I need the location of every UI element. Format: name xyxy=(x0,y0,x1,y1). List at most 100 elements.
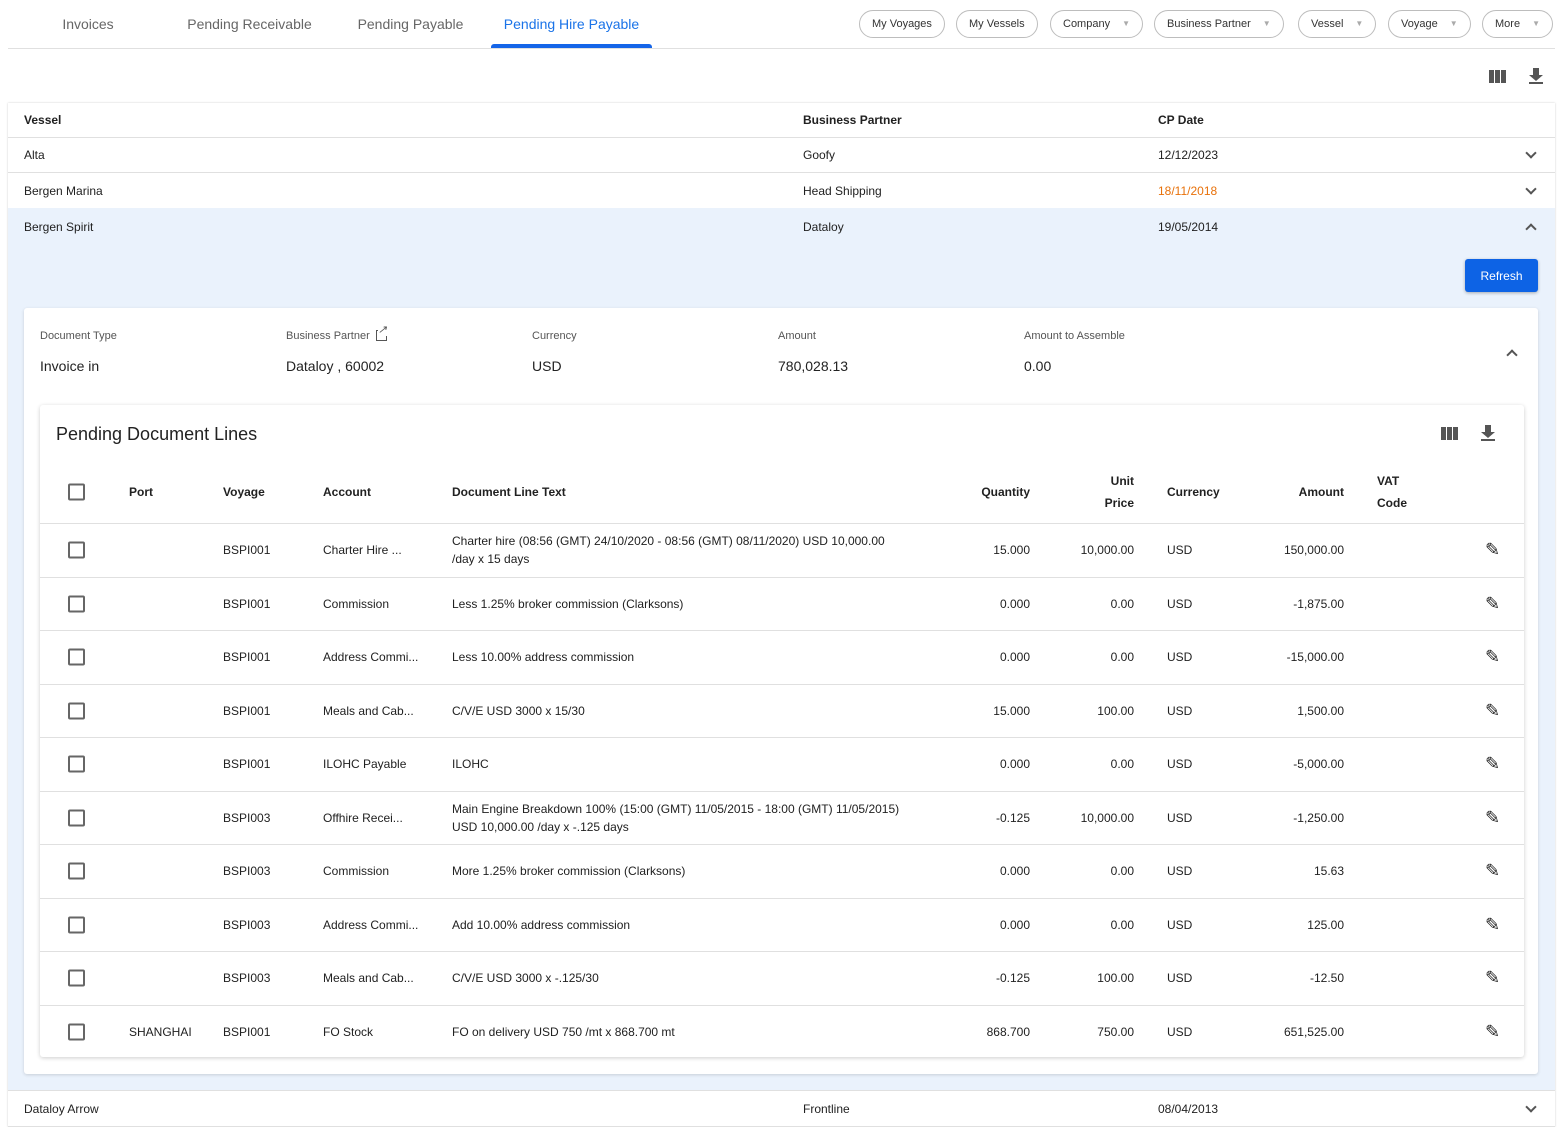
text-line: C/V/E USD 3000 x 15/30 xyxy=(452,703,585,718)
row-checkbox[interactable] xyxy=(68,595,85,613)
header-text: Price xyxy=(1104,495,1134,510)
currency-cell: USD xyxy=(1167,864,1193,879)
document-line-text-cell: Add 10.00% address commission xyxy=(452,916,630,934)
section-title: Pending Document Lines xyxy=(56,424,258,444)
filter-my-vessels[interactable]: My Vessels xyxy=(956,10,1038,38)
tab-pending-hire-payable[interactable]: Pending Hire Payable xyxy=(491,0,652,48)
refresh-button[interactable]: Refresh xyxy=(1465,259,1538,292)
chevron-down-icon[interactable] xyxy=(1525,1100,1537,1113)
edit-pencil-icon[interactable]: ✎ xyxy=(1485,700,1501,721)
tab-invoices[interactable]: Invoices xyxy=(62,16,114,32)
row-checkbox[interactable] xyxy=(68,916,85,934)
quantity-cell: 868.700 xyxy=(986,1025,1030,1040)
select-all-checkbox[interactable] xyxy=(68,483,85,500)
value: 0.00 xyxy=(1024,358,1052,374)
currency-field: Currency USD xyxy=(532,330,577,374)
cp-date-cell: 12/12/2023 xyxy=(1158,148,1219,162)
label: Amount xyxy=(778,330,816,342)
document-line-text-cell: FO on delivery USD 750 /mt x 868.700 mt xyxy=(452,1023,675,1041)
chip-label: My Vessels xyxy=(969,18,1025,30)
account-cell: Address Commi... xyxy=(323,650,419,665)
line-row[interactable]: BSPI003 Offhire Recei... Main Engine Break… xyxy=(40,792,1524,845)
columns-icon[interactable] xyxy=(1441,427,1458,440)
line-row[interactable]: BSPI003 Commission More 1.25% broker commi… xyxy=(40,845,1524,899)
currency-cell: USD xyxy=(1167,543,1193,558)
external-link-icon[interactable] xyxy=(375,325,387,341)
partner-cell: Goofy xyxy=(803,148,836,162)
lines-header: Port Voyage Account Document Line Text Q… xyxy=(40,460,1524,524)
line-row[interactable]: BSPI001 Meals and Cab... C/V/E USD 3000 x … xyxy=(40,685,1524,738)
amount-cell: -1,250.00 xyxy=(1293,810,1344,825)
columns-icon[interactable] xyxy=(1489,70,1506,83)
line-row[interactable]: BSPI001 Charter Hire ... Charter hire (08:… xyxy=(40,524,1524,578)
document-card: Document Type Invoice in Business Partner… xyxy=(24,308,1538,1074)
chevron-up-icon[interactable] xyxy=(1525,222,1537,235)
header-text: Unit xyxy=(1110,473,1134,488)
text-line: FO on delivery USD 750 /mt x 868.700 mt xyxy=(452,1025,675,1040)
row-checkbox[interactable] xyxy=(68,1023,85,1041)
row-checkbox[interactable] xyxy=(68,809,85,827)
table-row-expanded[interactable]: Bergen Spirit Dataloy 19/05/2014 xyxy=(8,209,1555,244)
voyage-cell: BSPI003 xyxy=(223,917,271,932)
table-row[interactable]: Bergen Marina Head Shipping 18/11/2018 xyxy=(8,173,1555,209)
line-row[interactable]: BSPI001 Address Commi... Less 10.00% addre… xyxy=(40,631,1524,685)
table-row[interactable]: Alta Goofy 12/12/2023 xyxy=(8,138,1555,173)
line-row[interactable]: BSPI001 Commission Less 1.25% broker commi… xyxy=(40,578,1524,631)
voyage-cell: BSPI001 xyxy=(223,543,271,558)
header-port: Port xyxy=(129,484,153,499)
chevron-down-icon[interactable] xyxy=(1525,182,1537,195)
filter-voyage[interactable]: Voyage ▼ xyxy=(1388,10,1471,38)
unit-price-cell: 0.00 xyxy=(1110,864,1134,879)
edit-pencil-icon[interactable]: ✎ xyxy=(1485,646,1501,667)
line-row[interactable]: BSPI003 Address Commi... Add 10.00% addres… xyxy=(40,899,1524,952)
row-checkbox[interactable] xyxy=(68,702,85,720)
header-quantity: Quantity xyxy=(981,484,1030,499)
amount-to-assemble-field: Amount to Assemble 0.00 xyxy=(1024,330,1125,374)
account-cell: Offhire Recei... xyxy=(323,810,403,825)
quantity-cell: 0.000 xyxy=(999,757,1030,772)
edit-pencil-icon[interactable]: ✎ xyxy=(1485,967,1501,988)
currency-cell: USD xyxy=(1167,703,1193,718)
amount-cell: -5,000.00 xyxy=(1293,757,1344,772)
edit-pencil-icon[interactable]: ✎ xyxy=(1485,539,1501,560)
download-icon[interactable] xyxy=(1481,425,1495,441)
account-cell: FO Stock xyxy=(323,1025,374,1040)
voyage-cell: BSPI001 xyxy=(223,1025,271,1040)
row-checkbox[interactable] xyxy=(68,648,85,666)
account-cell: Meals and Cab... xyxy=(323,703,414,718)
quantity-cell: -0.125 xyxy=(995,810,1030,825)
amount-field: Amount 780,028.13 xyxy=(778,330,848,374)
chevron-up-icon[interactable] xyxy=(1506,349,1518,361)
edit-pencil-icon[interactable]: ✎ xyxy=(1485,1021,1501,1042)
edit-pencil-icon[interactable]: ✎ xyxy=(1485,914,1501,935)
row-checkbox[interactable] xyxy=(68,969,85,987)
document-line-text-cell: Main Engine Breakdown 100% (15:00 (GMT) … xyxy=(452,800,899,836)
chip-label: Business Partner xyxy=(1167,18,1251,30)
chevron-down-icon[interactable] xyxy=(1525,147,1537,159)
filter-company[interactable]: Company ▼ xyxy=(1050,10,1143,38)
document-line-text-cell: Less 10.00% address commission xyxy=(452,648,634,666)
edit-pencil-icon[interactable]: ✎ xyxy=(1485,860,1501,881)
text-line: /day x 15 days xyxy=(452,552,530,567)
edit-pencil-icon[interactable]: ✎ xyxy=(1485,807,1501,828)
label: Currency xyxy=(532,330,577,342)
edit-pencil-icon[interactable]: ✎ xyxy=(1485,753,1501,774)
line-row[interactable]: SHANGHAI BSPI001 FO Stock FO on delivery US… xyxy=(40,1006,1524,1060)
edit-pencil-icon[interactable]: ✎ xyxy=(1485,593,1501,614)
filter-more[interactable]: More ▼ xyxy=(1482,10,1553,38)
line-row[interactable]: BSPI001 ILOHC Payable ILOHC 0.000 0.00 USD -5,… xyxy=(40,738,1524,792)
row-checkbox[interactable] xyxy=(68,862,85,880)
tab-pending-receivable[interactable]: Pending Receivable xyxy=(187,16,312,32)
table-row[interactable]: Dataloy Arrow Frontline 08/04/2013 xyxy=(8,1090,1555,1127)
filter-vessel[interactable]: Vessel ▼ xyxy=(1298,10,1377,38)
tab-pending-payable[interactable]: Pending Payable xyxy=(357,16,464,32)
filter-business-partner[interactable]: Business Partner ▼ xyxy=(1154,10,1284,38)
line-row[interactable]: BSPI003 Meals and Cab... C/V/E USD 3000 x … xyxy=(40,952,1524,1006)
row-checkbox[interactable] xyxy=(68,541,85,559)
label: Business Partner xyxy=(286,330,370,342)
partner-cell: Dataloy xyxy=(803,219,844,234)
filter-my-voyages[interactable]: My Voyages xyxy=(859,10,945,38)
currency-cell: USD xyxy=(1167,971,1193,986)
row-checkbox[interactable] xyxy=(68,755,85,773)
download-icon[interactable] xyxy=(1529,68,1543,84)
